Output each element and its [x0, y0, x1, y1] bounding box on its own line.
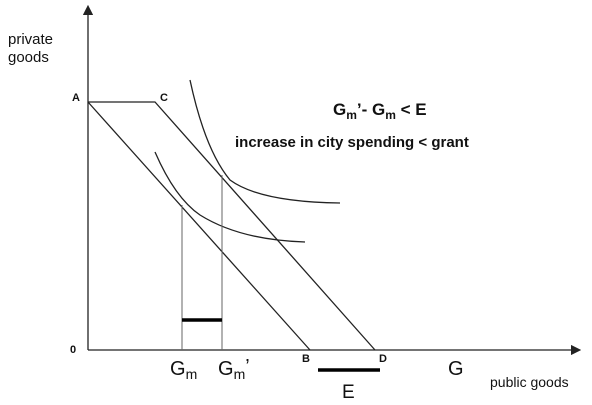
budget-line-original	[87, 101, 311, 351]
point-label: C	[160, 92, 168, 104]
point-label: D	[379, 353, 387, 365]
indifference-curve-2	[189, 79, 341, 204]
budget-line-grant	[88, 101, 376, 351]
y-axis-label: goods	[8, 49, 49, 66]
annotation: Gm’- Gm < E	[333, 100, 427, 122]
y-axis-label: private	[8, 31, 53, 48]
x-mark: Gm’	[218, 356, 250, 382]
point-label: B	[302, 353, 310, 365]
x-mark: E	[342, 382, 355, 403]
x-mark: Gm	[170, 358, 197, 382]
indifference-curve-1	[154, 151, 306, 243]
annotation: increase in city spending < grant	[235, 134, 469, 151]
point-label: 0	[70, 344, 76, 356]
point-label: A	[72, 92, 80, 104]
x-mark: G	[448, 358, 464, 380]
x-axis-label: public goods	[490, 374, 569, 390]
